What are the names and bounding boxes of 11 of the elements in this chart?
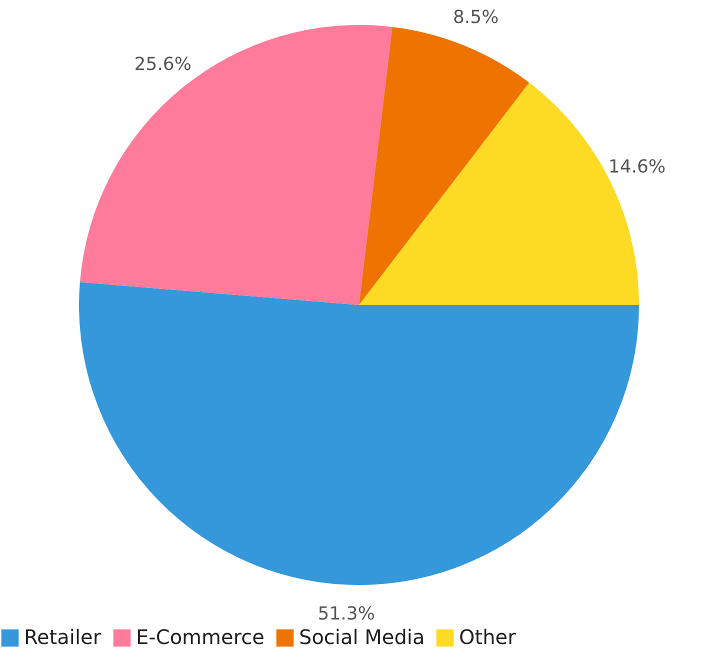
data-label: 14.6%: [608, 156, 666, 178]
data-label: 25.6%: [134, 54, 192, 75]
pie-slice: [359, 26, 530, 305]
legend-label: Other: [459, 625, 517, 649]
data-label: 51.3%: [318, 604, 375, 625]
legend-label: Retailer: [24, 625, 102, 649]
legend-label: E-Commerce: [136, 625, 264, 649]
pie-slice: [79, 282, 639, 585]
pie-slice: [80, 25, 392, 305]
legend-label: Social Media: [299, 625, 425, 649]
data-label: 8.5%: [452, 6, 499, 28]
